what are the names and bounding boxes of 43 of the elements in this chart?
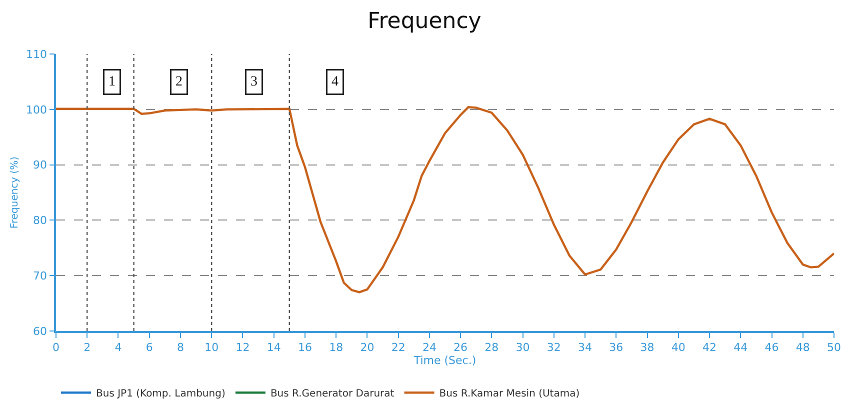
x-tick-label: 50 <box>827 340 841 354</box>
x-tick-label: 26 <box>454 340 468 354</box>
annotation: 3 <box>250 74 258 90</box>
x-tick-label: 18 <box>329 340 344 354</box>
x-tick-label: 42 <box>702 340 717 354</box>
x-tick-label: 22 <box>391 340 406 354</box>
x-tick-label: 40 <box>671 340 686 354</box>
x-axis-title: Time (Sec.) <box>412 354 476 367</box>
x-tick-label: 48 <box>796 340 810 354</box>
annotation: 2 <box>176 74 182 90</box>
legend-label: Bus R.Generator Darurat <box>270 388 394 400</box>
x-tick-label: 10 <box>204 340 219 354</box>
x-tick-label: 16 <box>298 340 312 354</box>
x-tick-label: 20 <box>360 340 374 354</box>
x-tick-label: 38 <box>640 340 654 354</box>
x-tick-label: 8 <box>176 340 184 354</box>
x-tick-label: 12 <box>236 340 250 354</box>
annotation: 1 <box>108 74 116 90</box>
x-tick-label: 32 <box>546 340 561 354</box>
x-tick-label: 24 <box>422 340 436 354</box>
annotation: 4 <box>332 74 338 90</box>
x-tick-label: 34 <box>578 340 592 354</box>
y-tick-label: 60 <box>33 324 48 338</box>
legend-label: Bus R.Kamar Mesin (Utama) <box>439 388 580 400</box>
x-tick-label: 46 <box>764 340 779 354</box>
y-tick-label: 100 <box>26 103 48 116</box>
x-tick-label: 30 <box>516 340 530 354</box>
legend-label: Bus JP1 (Komp. Lambung) <box>96 388 226 400</box>
x-tick-label: 44 <box>734 340 748 354</box>
y-tick-label: 80 <box>33 214 48 228</box>
x-tick-label: 2 <box>84 340 91 354</box>
line-series <box>56 106 834 294</box>
x-tick-label: 28 <box>484 340 499 354</box>
x-tick-label: 36 <box>609 340 624 354</box>
y-tick-label: 90 <box>33 158 48 172</box>
x-tick-label: 14 <box>266 340 281 354</box>
x-tick-label: 4 <box>114 340 122 354</box>
x-tick-label: 6 <box>146 340 153 354</box>
y-tick-label: 70 <box>33 269 48 282</box>
x-tick-label: 0 <box>52 340 60 354</box>
chart-title: Frequency <box>368 8 482 34</box>
y-tick-label: 110 <box>26 48 48 61</box>
y-axis-title: Frequency (%) <box>10 156 21 229</box>
